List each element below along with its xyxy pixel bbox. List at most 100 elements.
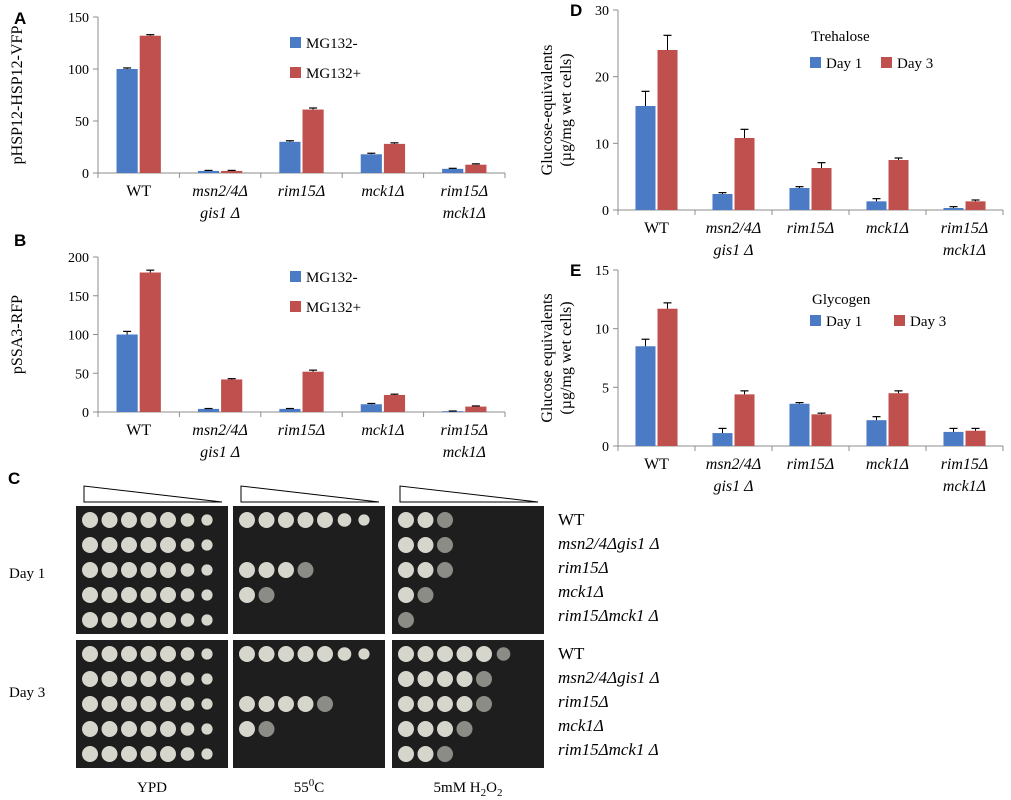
- colony-spot: [160, 537, 176, 553]
- colony-spot: [417, 512, 434, 528]
- y-tick-label: 150: [68, 11, 89, 26]
- colony-spot: [278, 512, 294, 528]
- colony-spot: [160, 612, 176, 628]
- colony-spot: [101, 671, 118, 687]
- colony-spot: [101, 721, 118, 737]
- colony-spot: [82, 746, 98, 762]
- legend-label: MG132-: [306, 36, 358, 52]
- colony-spot: [437, 696, 453, 712]
- category-label: msn2/4Δ: [706, 456, 762, 473]
- colony-spot: [180, 563, 195, 577]
- colony-spot: [437, 646, 453, 662]
- y-axis-label-text: Glucose equivalents: [539, 293, 556, 422]
- bar: [657, 308, 678, 446]
- colony-spot: [140, 746, 157, 762]
- plate-label: 550C: [294, 777, 325, 796]
- colony-spot: [180, 613, 195, 627]
- colony-spot: [417, 587, 434, 603]
- legend-swatch: [290, 37, 301, 48]
- colony-spot: [398, 746, 414, 762]
- y-tick-label: 5: [602, 381, 609, 396]
- bar: [302, 109, 324, 173]
- strain-label: msn2/4Δgis1 Δ: [558, 534, 660, 553]
- colony-spot: [476, 671, 492, 687]
- colony-spot: [140, 696, 157, 712]
- colony-spot: [317, 646, 333, 662]
- bar: [712, 194, 733, 210]
- bar: [811, 168, 832, 210]
- bar: [139, 35, 161, 173]
- legend-label: Day 3: [897, 56, 933, 72]
- colony-spot: [140, 587, 157, 603]
- colony-spot: [180, 697, 195, 711]
- colony-spot: [140, 612, 157, 628]
- colony-spot: [398, 512, 414, 528]
- y-tick-label: 100: [68, 329, 89, 344]
- category-label: rim15Δ: [941, 456, 989, 473]
- colony-spot: [180, 588, 195, 602]
- bar: [943, 431, 964, 446]
- colony-spot: [317, 512, 333, 528]
- strain-label: rim15Δ: [558, 558, 609, 577]
- colony-spot: [201, 698, 213, 710]
- strain-label: rim15Δ: [558, 692, 609, 711]
- colony-spot: [82, 537, 98, 553]
- panel-letter: B: [14, 231, 26, 250]
- colony-spot: [258, 721, 275, 737]
- colony-spot: [82, 646, 98, 662]
- panel-letter: E: [570, 261, 581, 280]
- y-axis-label-text: Glucose-equivalents: [539, 45, 556, 176]
- strain-label: rim15Δmck1 Δ: [558, 740, 659, 759]
- bar: [734, 394, 755, 446]
- legend-swatch: [810, 315, 821, 326]
- colony-spot: [456, 646, 473, 662]
- bar: [279, 408, 301, 412]
- colony-spot: [297, 562, 314, 578]
- bar: [888, 393, 909, 446]
- legend-label: Day 1: [826, 56, 862, 72]
- chart-D: D 0 10 20 30 Glucose-equivalents (µg/mg wet ce…: [539, 1, 1004, 259]
- colony-spot: [121, 537, 137, 553]
- bar: [789, 403, 810, 446]
- colony-spot: [82, 512, 98, 528]
- row-label: Day 1: [9, 566, 45, 582]
- colony-spot: [456, 696, 473, 712]
- colony-spot: [456, 671, 473, 687]
- colony-spot: [201, 673, 213, 685]
- category-label: mck1Δ: [361, 183, 404, 200]
- colony-spot: [82, 696, 98, 712]
- colony-spot: [121, 671, 137, 687]
- bar: [116, 69, 138, 173]
- legend-label: Day 3: [910, 314, 946, 330]
- colony-spot: [201, 648, 213, 660]
- colony-spot: [398, 562, 414, 578]
- category-label: mck1Δ: [866, 220, 909, 237]
- colony-spot: [278, 646, 294, 662]
- colony-spot: [417, 537, 434, 553]
- category-label: rim15Δ: [440, 183, 488, 200]
- colony-spot: [140, 646, 157, 662]
- colony-spot: [258, 562, 275, 578]
- bar: [635, 106, 656, 210]
- legend-label: MG132-: [306, 270, 358, 286]
- colony-spot: [437, 746, 453, 762]
- y-axis-label-text: pSSA3-RFP: [9, 295, 26, 374]
- bar: [360, 404, 382, 412]
- colony-spot: [101, 512, 118, 528]
- panel-letter: A: [14, 9, 26, 28]
- category-label: mck1Δ: [443, 444, 486, 461]
- legend-swatch: [810, 57, 821, 68]
- colony-spot: [101, 646, 118, 662]
- row-label: Day 3: [9, 685, 45, 701]
- bar: [383, 394, 406, 412]
- bar: [866, 201, 887, 210]
- colony-spot: [278, 696, 294, 712]
- plate-label-part: C: [314, 780, 324, 796]
- category-label: mck1Δ: [361, 422, 404, 439]
- colony-spot: [201, 539, 213, 551]
- plate-label-part: 0: [309, 777, 315, 789]
- colony-spot: [437, 512, 453, 528]
- legend-swatch: [881, 57, 892, 68]
- colony-spot: [398, 696, 414, 712]
